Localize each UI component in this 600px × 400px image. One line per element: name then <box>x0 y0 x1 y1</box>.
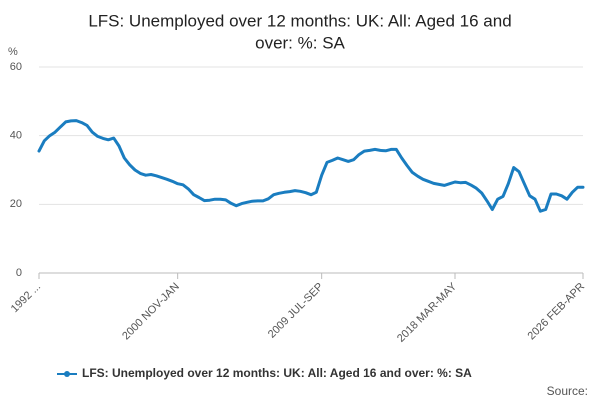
x-tick-label: 1992 ... <box>9 281 43 315</box>
x-tick-label: 2018 MAR-MAY <box>395 280 460 345</box>
y-tick-label: 0 <box>16 267 22 279</box>
y-axis-label: % <box>8 46 18 58</box>
y-tick-label: 40 <box>10 130 22 142</box>
chart-title: over: %: SA <box>255 33 345 52</box>
y-tick-label: 60 <box>10 61 22 73</box>
legend-label: LFS: Unemployed over 12 months: UK: All:… <box>82 366 472 380</box>
x-tick-label: 2000 NOV-JAN <box>120 281 182 343</box>
x-tick-label: 2026 FEB-APR <box>526 281 588 343</box>
x-tick-label: 2009 JUL-SEP <box>266 281 326 341</box>
data-line <box>37 119 585 213</box>
legend-marker <box>64 371 70 377</box>
source: Source: <box>547 384 588 398</box>
chart-title: LFS: Unemployed over 12 months: UK: All:… <box>88 11 511 30</box>
y-tick-label: 20 <box>10 198 22 210</box>
